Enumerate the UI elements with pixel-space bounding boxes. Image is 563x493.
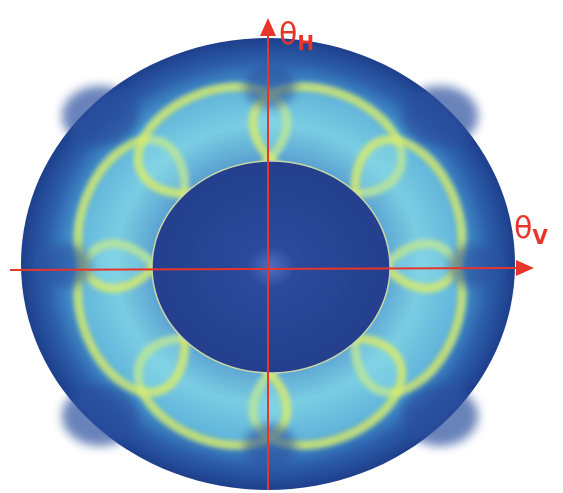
dark-lobe xyxy=(62,386,138,446)
axis-subscript: V xyxy=(532,225,548,249)
dark-lobe xyxy=(62,86,138,146)
vertical-arrow xyxy=(260,18,276,36)
dark-lobe xyxy=(244,64,296,108)
dark-lobe xyxy=(244,424,296,468)
dark-lobe xyxy=(402,86,478,146)
axis-symbol: θ xyxy=(514,211,532,246)
vertical-axis-label: θH xyxy=(279,17,314,55)
horizontal-axis xyxy=(9,267,519,271)
dark-lobe xyxy=(402,386,478,446)
dark-lobe xyxy=(39,244,91,288)
axis-subscript: H xyxy=(297,31,314,55)
axis-symbol: θ xyxy=(279,17,297,52)
dark-lobe xyxy=(449,244,501,288)
inner-disk xyxy=(151,160,391,374)
horizontal-arrow xyxy=(516,260,534,276)
horizontal-axis-label: θV xyxy=(514,211,548,249)
